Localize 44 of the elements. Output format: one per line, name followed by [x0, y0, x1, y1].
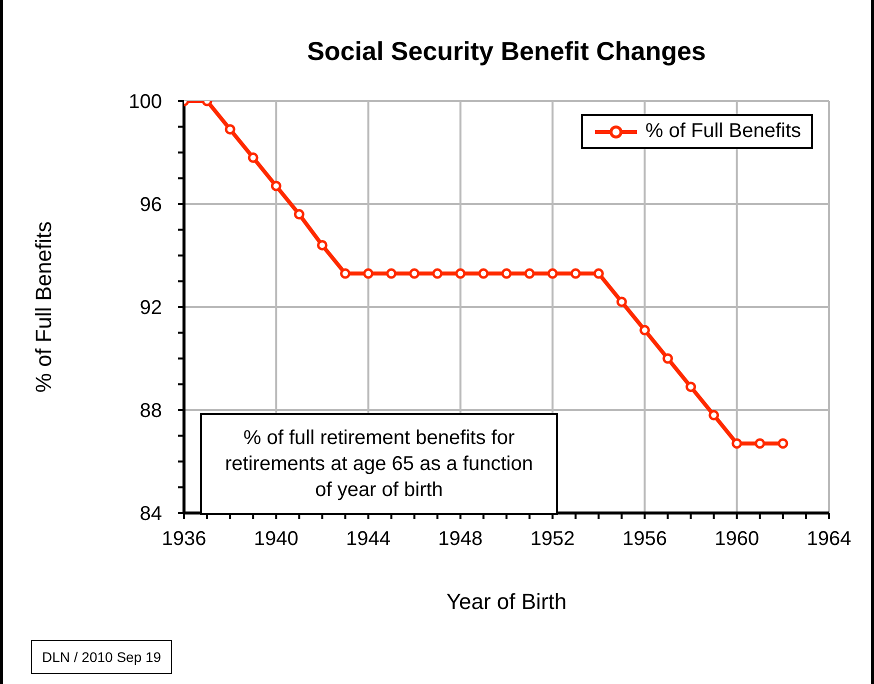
point: [732, 438, 742, 449]
y-tick-label: 96: [140, 194, 162, 216]
x-tick-label: 1944: [346, 528, 391, 550]
point: [639, 324, 650, 336]
x-axis-title: Year of Birth: [446, 589, 567, 614]
legend-label: % of Full Benefits: [645, 120, 801, 143]
x-tick-label: 1948: [438, 528, 483, 550]
text: DLN / 2010 Sep 19: [31, 640, 172, 674]
point: [754, 438, 766, 449]
point: [432, 268, 443, 279]
x-tick-label: 1940: [254, 528, 298, 550]
point: [316, 240, 328, 250]
x-tick-label: 1964: [806, 528, 852, 550]
x-tick-label: 1956: [622, 528, 667, 550]
point: [662, 353, 673, 364]
point: [686, 382, 696, 392]
point: [547, 268, 558, 279]
point: [501, 268, 512, 279]
x-tick-label: 1960: [714, 528, 760, 550]
point: [524, 268, 535, 279]
point: [363, 268, 374, 279]
y-tick-label: 100: [128, 91, 162, 114]
point: [294, 209, 304, 220]
x-tick-label: 1952: [530, 528, 575, 550]
y-tick-label: 84: [140, 503, 162, 526]
point: [340, 268, 350, 279]
point: [270, 180, 282, 192]
point: [616, 296, 627, 308]
y-axis-title: % of Full Benefits: [30, 221, 56, 393]
point: [593, 268, 604, 279]
point: [248, 152, 258, 163]
chart-title: Social Security Benefit Changes: [306, 36, 707, 67]
point: [409, 268, 420, 279]
y-tick-label: 92: [140, 297, 162, 320]
point: [224, 124, 236, 135]
point: [455, 268, 466, 279]
annotation: % of full retirement benefits for retirements at age 65 as a function of year of birth: [200, 413, 558, 515]
point: [778, 438, 788, 449]
point: [708, 410, 720, 420]
point: [570, 268, 581, 279]
x-tick-label: 1936: [162, 528, 206, 550]
point: [386, 268, 397, 279]
point: [478, 268, 489, 279]
y-tick-label: 88: [140, 400, 162, 422]
